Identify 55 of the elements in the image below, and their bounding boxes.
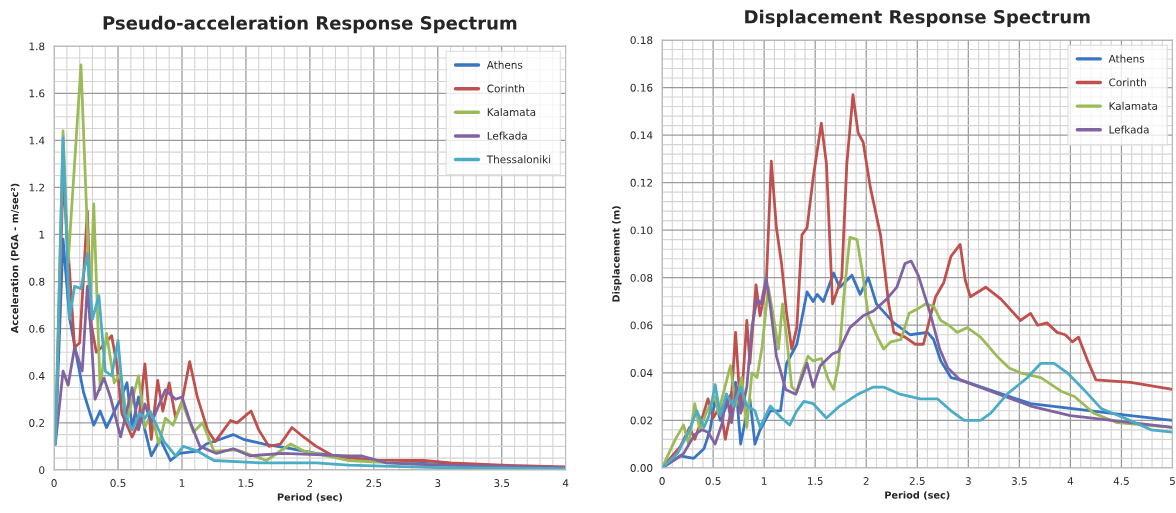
x-tick-label: 2.5 <box>366 479 382 487</box>
y-tick-label: 0.10 <box>630 226 653 235</box>
x-tick-label: 4 <box>1067 477 1074 485</box>
x-tick-label: 1 <box>762 477 767 485</box>
y-tick-label: 1 <box>39 230 45 239</box>
x-tick-label: 5 <box>1169 477 1175 485</box>
legend-label: Corinth <box>1109 78 1146 87</box>
x-tick-label: 2 <box>307 479 313 487</box>
y-tick-label: 1.4 <box>29 136 45 145</box>
y-tick-label: 0.16 <box>630 83 653 92</box>
x-tick-label: 3.5 <box>1011 477 1027 485</box>
y-tick-label: 0.6 <box>29 324 45 333</box>
x-tick-label: 0 <box>659 477 665 485</box>
x-tick-label: 2 <box>863 477 869 485</box>
legend-label: Kalamata <box>1109 101 1157 110</box>
y-tick-label: 0.4 <box>29 371 45 380</box>
x-tick-label: 3.5 <box>494 479 510 487</box>
x-tick-label: 0.5 <box>705 477 721 485</box>
chart-title: Displacement Response Spectrum <box>745 9 1090 28</box>
y-axis-title: Displacement (m) <box>612 206 622 302</box>
legend-label: Corinth <box>487 84 524 93</box>
y-tick-label: 0.8 <box>29 277 45 286</box>
x-tick-label: 2.5 <box>909 477 925 485</box>
x-tick-label: 4.5 <box>1113 477 1129 485</box>
x-tick-label: 1 <box>179 479 185 487</box>
x-tick-label: 3 <box>965 477 971 485</box>
y-tick-label: 0.04 <box>630 369 653 377</box>
x-axis-title: Period (sec) <box>885 491 950 500</box>
y-axis-title: Acceleration (PGA - m/sec²) <box>10 183 20 334</box>
y-tick-label: 0.18 <box>630 36 653 45</box>
y-tick-label: 0.00 <box>630 464 653 472</box>
y-tick-label: 1.8 <box>29 42 45 51</box>
y-tick-label: 1.6 <box>29 89 45 98</box>
legend-label: Thessaloniki <box>486 155 551 164</box>
x-tick-label: 0.5 <box>110 479 126 487</box>
x-tick-label: 1.5 <box>808 477 823 485</box>
legend-label: Kalamata <box>487 108 536 117</box>
y-tick-label: 0.06 <box>630 321 653 330</box>
x-tick-label: 4 <box>562 479 569 487</box>
y-tick-label: 0.02 <box>630 416 653 425</box>
legend-label: Athens <box>1108 54 1145 63</box>
y-tick-label: 0.14 <box>630 131 653 140</box>
legend-label: Lefkada <box>1109 125 1149 134</box>
x-tick-label: 0 <box>51 479 57 487</box>
y-tick-label: 0.12 <box>630 178 653 187</box>
x-tick-label: 3 <box>435 479 441 487</box>
chart-title: Pseudo-acceleration Response Spectrum <box>103 15 517 34</box>
y-tick-label: 0.2 <box>29 419 45 427</box>
legend-label: Athens <box>486 60 523 69</box>
x-tick-label: 1.5 <box>238 479 254 487</box>
x-axis-title: Period (sec) <box>277 493 342 502</box>
legend-label: Lefkada <box>487 131 527 140</box>
y-tick-label: 0.08 <box>630 273 653 282</box>
y-tick-label: 0 <box>39 466 45 475</box>
y-tick-label: 1.2 <box>29 183 45 192</box>
